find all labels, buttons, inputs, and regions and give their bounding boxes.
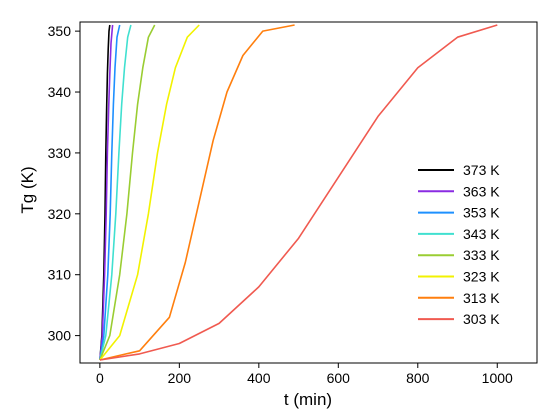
legend-label: 333 K bbox=[463, 247, 500, 263]
series-line-303k bbox=[99, 24, 498, 361]
plot-area bbox=[79, 21, 538, 364]
x-axis-title: t (min) bbox=[284, 390, 332, 409]
x-tick-label: 800 bbox=[406, 370, 430, 386]
series-line-343k bbox=[99, 24, 132, 361]
legend-label: 323 K bbox=[463, 269, 500, 285]
legend-label: 353 K bbox=[463, 205, 500, 221]
x-tick-label: 200 bbox=[168, 370, 192, 386]
series-line-363k bbox=[99, 24, 114, 361]
y-tick-label: 300 bbox=[48, 328, 72, 344]
x-tick-label: 400 bbox=[247, 370, 271, 386]
y-tick-label: 320 bbox=[48, 206, 72, 222]
y-axis-ticks: 300 310 320 330 340 350 bbox=[48, 23, 80, 344]
legend-label: 303 K bbox=[463, 311, 500, 327]
series-line-333k bbox=[99, 24, 156, 361]
series-line-313k bbox=[99, 24, 295, 361]
y-tick-label: 330 bbox=[48, 145, 72, 161]
series-group bbox=[99, 24, 498, 361]
y-axis-title: Tg (K) bbox=[18, 166, 37, 213]
x-axis-ticks: 0 200 400 600 800 1000 bbox=[96, 363, 513, 386]
series-line-353k bbox=[99, 24, 121, 361]
series-line-323k bbox=[99, 24, 200, 361]
y-tick-label: 350 bbox=[48, 23, 72, 39]
legend-label: 343 K bbox=[463, 226, 500, 242]
x-tick-label: 600 bbox=[327, 370, 351, 386]
legend-label: 313 K bbox=[463, 290, 500, 306]
legend: 373 K 363 K 353 K 343 K 333 K 323 K 313 K 303 K bbox=[418, 162, 500, 327]
y-tick-label: 340 bbox=[48, 84, 72, 100]
plot-frame bbox=[79, 21, 538, 364]
x-tick-label: 0 bbox=[96, 370, 104, 386]
y-tick-label: 310 bbox=[48, 267, 72, 283]
x-tick-label: 1000 bbox=[482, 370, 513, 386]
legend-label: 363 K bbox=[463, 183, 500, 199]
legend-label: 373 K bbox=[463, 162, 500, 178]
